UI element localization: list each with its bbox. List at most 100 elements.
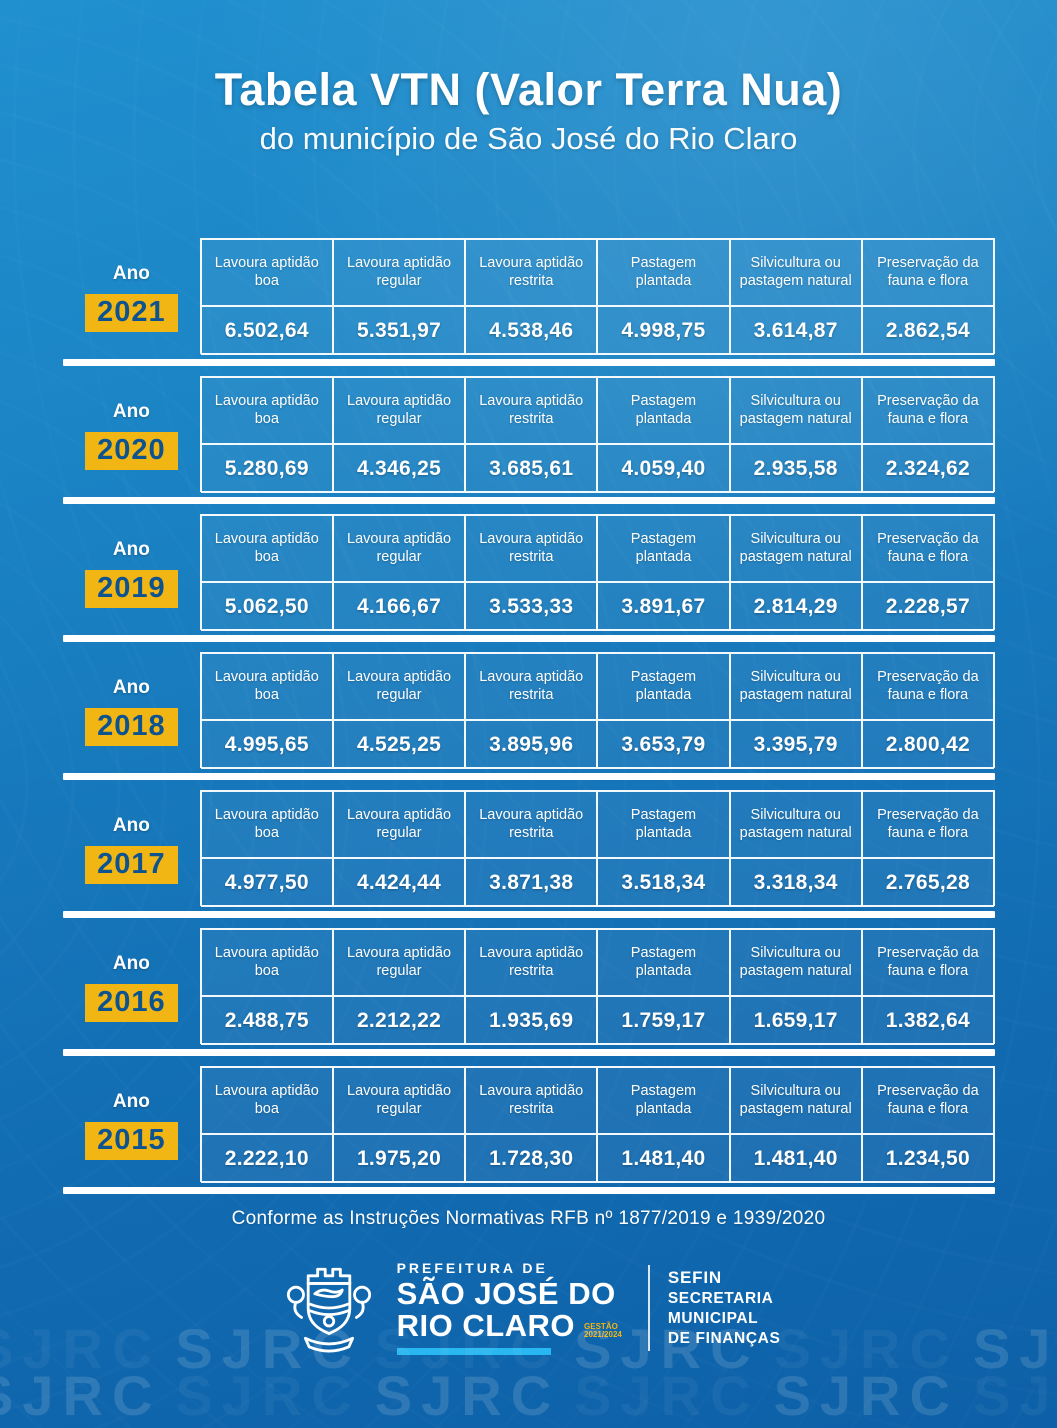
city-name-line1: SÃO JOSÉ DO xyxy=(396,1275,616,1311)
column-header: Lavoura aptidão restrita xyxy=(465,653,598,720)
column-header: Pastagem plantada xyxy=(597,377,730,444)
vtn-year-block: Ano 2021 Lavoura aptidão boa Lavoura apti… xyxy=(63,238,995,366)
column-header: Preservação da fauna e flora xyxy=(861,653,994,720)
value-cell: 1.935,69 xyxy=(465,996,598,1045)
column-header: Lavoura aptidão restrita xyxy=(465,515,598,582)
column-header: Lavoura aptidão boa xyxy=(200,1067,333,1134)
separator-bar xyxy=(63,497,995,504)
year-column: Ano 2020 xyxy=(63,376,200,492)
column-header: Lavoura aptidão restrita xyxy=(465,239,598,306)
column-header: Pastagem plantada xyxy=(597,929,730,996)
ano-label: Ano xyxy=(112,952,150,974)
column-header: Lavoura aptidão regular xyxy=(332,791,466,858)
value-cell: 2.765,28 xyxy=(861,858,994,907)
value-cell: 2.324,62 xyxy=(861,444,994,493)
vtn-year-block: Ano 2019 Lavoura aptidão boa Lavoura apti… xyxy=(63,514,995,642)
column-header: Lavoura aptidão regular xyxy=(332,653,466,720)
watermark-text: SJRC xyxy=(0,1364,162,1427)
value-cell: 4.424,44 xyxy=(332,858,466,907)
value-cell: 2.222,10 xyxy=(200,1134,333,1183)
value-cell: 2.212,22 xyxy=(332,996,466,1045)
ano-label: Ano xyxy=(112,1090,150,1112)
value-cell: 4.059,40 xyxy=(597,444,730,493)
watermark-row: SJRCSJRCSJRCSJRCSJRCSJRCSJRC xyxy=(0,1363,1057,1428)
value-cell: 4.538,46 xyxy=(465,306,598,355)
vtn-year-block: Ano 2018 Lavoura aptidão boa Lavoura apti… xyxy=(63,652,995,780)
vtn-year-block: Ano 2015 Lavoura aptidão boa Lavoura apti… xyxy=(63,1066,995,1194)
logo-divider xyxy=(647,1265,650,1351)
ano-label: Ano xyxy=(112,400,150,422)
dept-line: DE FINANÇAS xyxy=(667,1329,781,1347)
column-header: Lavoura aptidão regular xyxy=(332,929,466,996)
year-badge: 2016 xyxy=(85,983,178,1022)
column-header: Lavoura aptidão restrita xyxy=(465,929,598,996)
column-header: Lavoura aptidão regular xyxy=(332,515,466,582)
dept-line: MUNICIPAL xyxy=(667,1309,759,1327)
gestao-line1: GESTÃO xyxy=(584,1321,618,1331)
accent-bar xyxy=(396,1348,551,1356)
year-badge: 2021 xyxy=(85,293,178,332)
column-header: Silvicultura ou pastagem natural xyxy=(729,1067,862,1134)
footnote: Conforme as Instruções Normativas RFB nº… xyxy=(231,1208,826,1229)
value-cell: 3.685,61 xyxy=(465,444,598,493)
column-header: Silvicultura ou pastagem natural xyxy=(729,377,862,444)
column-header: Lavoura aptidão boa xyxy=(200,791,333,858)
value-cell: 4.166,67 xyxy=(332,582,466,631)
column-header: Silvicultura ou pastagem natural xyxy=(729,515,862,582)
column-header: Lavoura aptidão restrita xyxy=(465,1067,598,1134)
value-cell: 2.814,29 xyxy=(729,582,862,631)
value-cell: 3.653,79 xyxy=(597,720,730,769)
year-badge: 2015 xyxy=(85,1121,178,1160)
poster-header: Tabela VTN (Valor Terra Nua) do municípi… xyxy=(0,0,1057,157)
column-header: Lavoura aptidão boa xyxy=(200,653,333,720)
value-cell: 3.318,34 xyxy=(729,858,862,907)
value-cell: 1.481,40 xyxy=(597,1134,730,1183)
separator-bar xyxy=(63,1049,995,1056)
column-header: Lavoura aptidão boa xyxy=(200,377,333,444)
year-column: Ano 2021 xyxy=(63,238,200,354)
column-header: Preservação da fauna e flora xyxy=(861,377,994,444)
ano-label: Ano xyxy=(112,262,150,284)
value-cell: 3.895,96 xyxy=(465,720,598,769)
vtn-year-block: Ano 2017 Lavoura aptidão boa Lavoura apti… xyxy=(63,790,995,918)
value-cell: 1.728,30 xyxy=(465,1134,598,1183)
value-cell: 4.995,65 xyxy=(200,720,333,769)
prefeitura-label: PREFEITURA DE xyxy=(396,1259,548,1276)
watermark-text: SJRC xyxy=(773,1364,959,1427)
separator-bar xyxy=(63,773,995,780)
separator-bar xyxy=(63,911,995,918)
column-header: Lavoura aptidão regular xyxy=(332,377,466,444)
column-header: Lavoura aptidão boa xyxy=(200,239,333,306)
value-cell: 1.659,17 xyxy=(729,996,862,1045)
column-header: Pastagem plantada xyxy=(597,1067,730,1134)
vtn-grid: Lavoura aptidão boa Lavoura aptidão regul… xyxy=(199,928,995,1045)
value-cell: 4.977,50 xyxy=(200,858,333,907)
year-badge: 2019 xyxy=(85,569,178,608)
ano-label: Ano xyxy=(112,676,150,698)
value-cell: 2.800,42 xyxy=(861,720,994,769)
value-cell: 3.533,33 xyxy=(465,582,598,631)
value-cell: 4.346,25 xyxy=(332,444,466,493)
year-column: Ano 2015 xyxy=(63,1066,200,1182)
column-header: Lavoura aptidão regular xyxy=(332,239,466,306)
vtn-grid: Lavoura aptidão boa Lavoura aptidão regul… xyxy=(199,238,995,355)
year-column: Ano 2018 xyxy=(63,652,200,768)
gestao-label: GESTÃO 2021/2024 xyxy=(584,1321,622,1341)
vtn-grid: Lavoura aptidão boa Lavoura aptidão regul… xyxy=(199,790,995,907)
column-header: Lavoura aptidão restrita xyxy=(465,791,598,858)
column-header: Silvicultura ou pastagem natural xyxy=(729,929,862,996)
value-cell: 1.382,64 xyxy=(861,996,994,1045)
value-cell: 3.891,67 xyxy=(597,582,730,631)
watermark-text: SJRC xyxy=(574,1364,760,1427)
column-header: Preservação da fauna e flora xyxy=(861,791,994,858)
vtn-grid: Lavoura aptidão boa Lavoura aptidão regul… xyxy=(199,1066,995,1183)
column-header: Lavoura aptidão regular xyxy=(332,1067,466,1134)
value-cell: 2.935,58 xyxy=(729,444,862,493)
value-cell: 1.234,50 xyxy=(861,1134,994,1183)
column-header: Preservação da fauna e flora xyxy=(861,929,994,996)
vtn-year-block: Ano 2016 Lavoura aptidão boa Lavoura apti… xyxy=(63,928,995,1056)
dept-lines: SECRETARIA MUNICIPAL DE FINANÇAS xyxy=(668,1289,781,1348)
column-header: Preservação da fauna e flora xyxy=(861,515,994,582)
separator-bar xyxy=(63,1187,995,1194)
